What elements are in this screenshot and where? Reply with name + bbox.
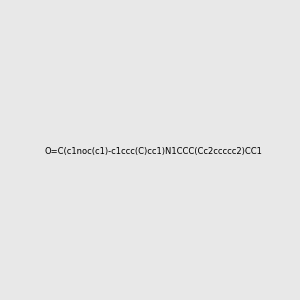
Text: O=C(c1noc(c1)-c1ccc(C)cc1)N1CCC(Cc2ccccc2)CC1: O=C(c1noc(c1)-c1ccc(C)cc1)N1CCC(Cc2ccccc… — [45, 147, 263, 156]
